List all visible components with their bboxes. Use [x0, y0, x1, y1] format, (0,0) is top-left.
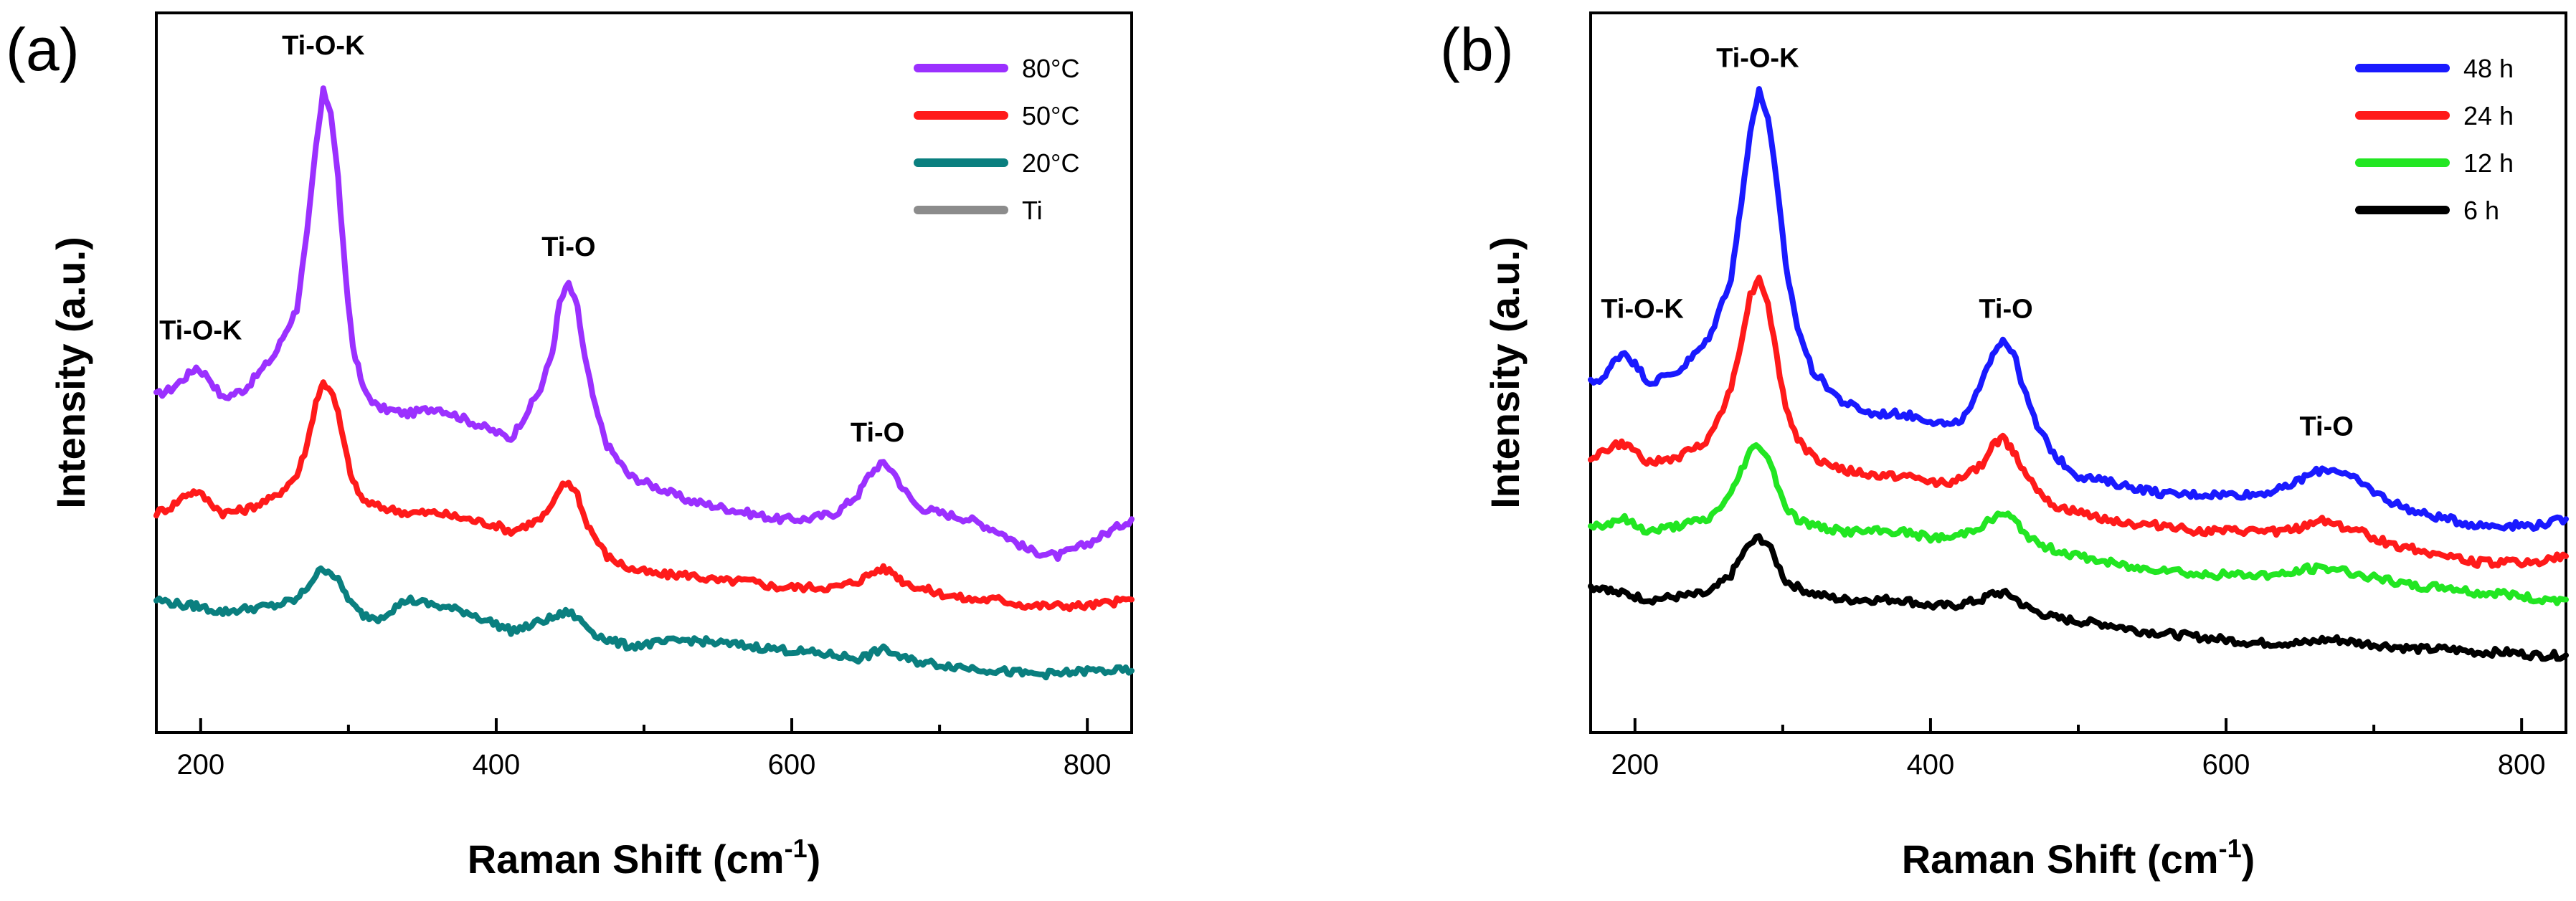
y-axis-title: Intensity (a.u.) — [48, 237, 93, 509]
peak-annotation: Ti-O-K — [282, 31, 365, 61]
peak-annotation: Ti-O-K — [1601, 294, 1684, 324]
peak-annotation: Ti-O — [1979, 294, 2032, 324]
x-tick-label: 800 — [1064, 749, 1112, 781]
series-line-24h — [1588, 275, 2569, 569]
series-line-50C — [153, 379, 1135, 613]
peak-annotation: Ti-O-K — [159, 316, 242, 346]
chart-panel-0: (a) 200 400 600 800 Raman Shift (cm-1) Intensi… — [6, 11, 1135, 882]
x-tick-label: 600 — [2202, 749, 2250, 781]
series-line-48h — [1588, 86, 2569, 532]
series-line-80C — [153, 85, 1135, 562]
plot-frame — [155, 11, 1133, 734]
peak-annotation: Ti-O — [851, 418, 904, 448]
x-tick-label: 400 — [473, 749, 521, 781]
legend-label: 48 h — [2463, 54, 2514, 83]
series-line-12h — [1588, 442, 2569, 606]
x-tick-label: 400 — [1907, 749, 1955, 781]
legend-label: 80°C — [1022, 54, 1079, 83]
x-tick-label: 200 — [176, 749, 224, 781]
legend-label: 12 h — [2463, 148, 2514, 178]
x-tick-label: 200 — [1611, 749, 1659, 781]
x-axis-title: Raman Shift (cm-1) — [468, 834, 821, 882]
panel-label: (b) — [1440, 16, 1514, 83]
legend-label: 20°C — [1022, 148, 1079, 178]
legend-label: 24 h — [2463, 101, 2514, 130]
legend-label: Ti — [1022, 196, 1043, 225]
series-line-6h — [1588, 533, 2569, 662]
panel-label: (a) — [6, 16, 80, 83]
chart-panel-1: (b) 200 400 600 800 Raman Shift (cm-1) Intensi… — [1440, 11, 2569, 882]
legend-label: 6 h — [2463, 196, 2499, 225]
y-axis-title: Intensity (a.u.) — [1482, 237, 1528, 509]
peak-annotation: Ti-O — [2300, 412, 2354, 442]
x-tick-label: 600 — [768, 749, 816, 781]
series-line-20C — [153, 565, 1135, 681]
x-axis-title: Raman Shift (cm-1) — [1902, 834, 2255, 882]
peak-annotation: Ti-O — [541, 232, 595, 262]
legend-label: 50°C — [1022, 101, 1079, 130]
peak-annotation: Ti-O-K — [1716, 43, 1799, 73]
x-tick-label: 800 — [2498, 749, 2546, 781]
